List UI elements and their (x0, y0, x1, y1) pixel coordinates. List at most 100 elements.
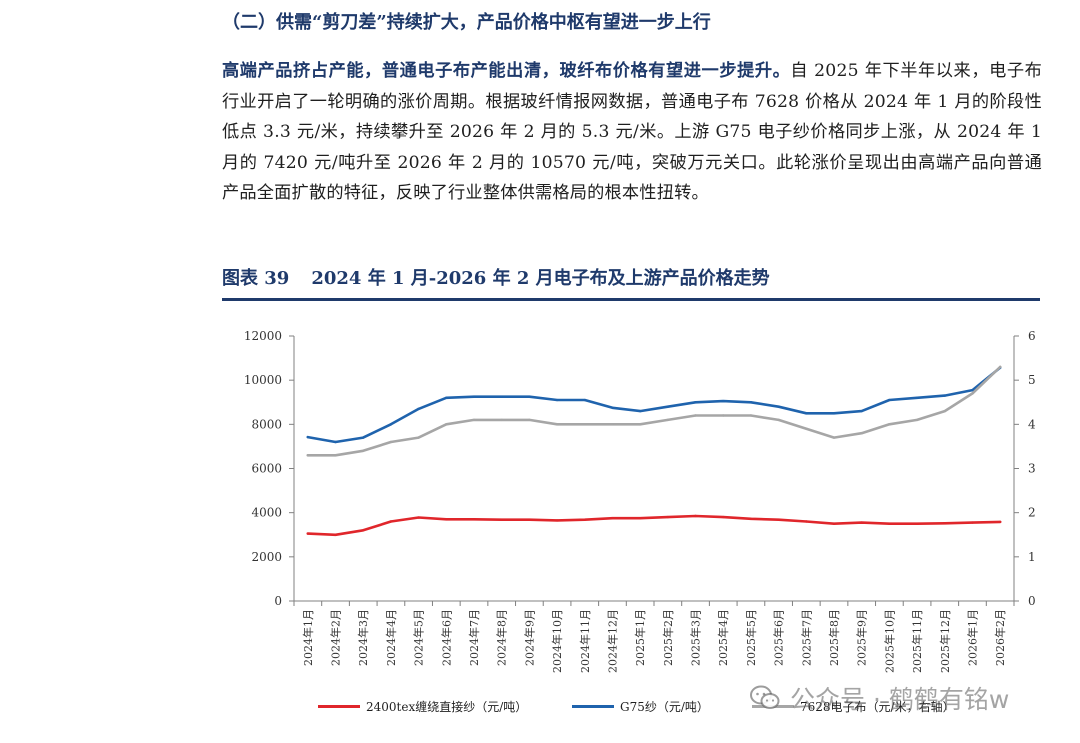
series-point-2 (389, 440, 393, 444)
x-tick-label: 2024年5月 (412, 609, 426, 666)
series-point-1 (555, 398, 559, 402)
series-point-0 (583, 518, 586, 521)
paragraph-lead: 高端产品挤占产能，普通电子布产能出清，玻纤布价格有望进一步提升。 (222, 61, 791, 81)
series-point-1 (943, 394, 946, 397)
x-tick-label: 2025年5月 (744, 609, 758, 666)
series-point-2 (722, 414, 725, 417)
series-point-0 (362, 529, 365, 532)
series-point-2 (334, 454, 337, 457)
x-tick-label: 2025年12月 (938, 609, 952, 673)
legend-label-2400tex: 2400tex缠绕直接纱（元/吨） (366, 699, 528, 714)
series-point-2 (888, 423, 891, 426)
series-point-2 (528, 418, 531, 422)
series-point-2 (749, 414, 753, 417)
legend-swatch-blue (572, 704, 614, 708)
section-heading: （二）供需“剪刀差”持续扩大，产品价格中枢有望进一步上行 (222, 12, 711, 33)
left-tick-label: 8000 (251, 417, 282, 431)
series-line-1 (306, 366, 1002, 444)
legend-item-g75: G75纱（元/吨） (572, 694, 709, 718)
series-point-0 (915, 522, 919, 525)
x-tick-label: 2025年7月 (799, 609, 813, 666)
caption-rule (222, 298, 1040, 301)
x-tick-label: 2024年3月 (356, 609, 370, 666)
series-point-2 (998, 365, 1002, 369)
series-point-2 (472, 418, 476, 422)
series-point-2 (943, 409, 946, 413)
paragraph-body: 自 2025 年下半年以来，电子布行业开启了一轮明确的涨价周期。根据玻纤情报网数… (222, 61, 1042, 204)
series-point-0 (805, 520, 808, 523)
series-point-0 (943, 522, 946, 525)
series-point-1 (777, 405, 780, 408)
series-point-1 (528, 395, 531, 398)
x-tick-label: 2024年1月 (301, 609, 315, 666)
x-tick-label: 2025年1月 (633, 609, 647, 666)
series-point-0 (417, 516, 420, 519)
series-point-0 (500, 518, 503, 521)
series-point-2 (971, 392, 974, 395)
series-point-2 (694, 414, 697, 417)
watermark: 公众号 · 鹤鹤有铭w (750, 680, 1009, 716)
x-tick-label: 2024年12月 (605, 609, 619, 673)
x-tick-label: 2024年9月 (522, 609, 536, 666)
legend-label-7628: 7628电子布（元/米，右轴） (800, 699, 955, 714)
series-line-0 (306, 514, 1002, 537)
x-tick-label: 2024年8月 (495, 609, 509, 666)
series-point-1 (971, 388, 974, 392)
series-point-1 (334, 440, 337, 444)
series-point-1 (749, 401, 753, 404)
series-point-0 (832, 522, 836, 525)
series-point-1 (500, 395, 503, 398)
series-point-2 (500, 418, 503, 422)
left-tick-label: 10000 (244, 373, 282, 387)
series-point-1 (638, 409, 642, 413)
series-point-0 (666, 515, 670, 519)
series-point-2 (832, 436, 836, 439)
x-tick-label: 2024年4月 (384, 609, 398, 666)
legend-label-g75: G75纱（元/吨） (620, 699, 709, 714)
left-tick-label: 4000 (251, 506, 282, 520)
series-point-2 (777, 418, 780, 422)
x-tick-label: 2025年3月 (689, 609, 703, 666)
series-point-2 (915, 418, 919, 422)
left-tick-label: 12000 (244, 329, 282, 343)
legend-swatch-red (318, 704, 360, 708)
series-point-1 (417, 407, 420, 411)
x-tick-label: 2025年9月 (855, 609, 869, 666)
series-point-1 (694, 401, 697, 404)
x-tick-label: 2025年6月 (772, 609, 786, 666)
series-point-0 (638, 516, 642, 520)
x-tick-label: 2026年2月 (993, 609, 1007, 666)
series-point-0 (860, 521, 863, 524)
series-point-0 (888, 522, 891, 525)
x-tick-label: 2024年10月 (550, 609, 564, 673)
series-point-1 (722, 399, 725, 403)
series-point-2 (417, 436, 420, 439)
x-tick-label: 2026年1月 (965, 609, 979, 666)
series-point-1 (888, 398, 891, 402)
price-trend-chart: 0 2000 4000 6000 8000 10000 12000 0 1 2 3 4 5 6 2024年1… (244, 329, 1036, 673)
figure-title: 2024 年 1 月-2026 年 2 月电子布及上游产品价格走势 (311, 268, 770, 289)
series-line-2 (306, 365, 1002, 457)
x-tick-label: 2024年6月 (439, 609, 453, 666)
right-tick-label: 2 (1028, 506, 1036, 520)
series-point-2 (860, 431, 863, 435)
series-point-2 (638, 423, 642, 426)
x-tick-label: 2025年4月 (716, 609, 730, 666)
x-tick-label: 2024年7月 (467, 609, 481, 666)
right-tick-label: 3 (1028, 462, 1036, 476)
x-tick-label: 2024年11月 (578, 609, 592, 673)
right-tick-label: 5 (1028, 373, 1036, 387)
figure-caption: 图表 39 2024 年 1 月-2026 年 2 月电子布及上游产品价格走势 (222, 264, 770, 290)
series-point-0 (334, 533, 337, 536)
right-tick-label: 0 (1028, 594, 1036, 608)
right-tick-label: 4 (1028, 417, 1036, 431)
series-point-1 (306, 435, 310, 439)
series-point-0 (971, 521, 974, 524)
series-point-1 (445, 396, 448, 400)
series-point-2 (362, 449, 365, 453)
series-point-0 (306, 532, 310, 535)
series-point-2 (666, 418, 670, 422)
series-point-2 (445, 423, 448, 426)
series-point-2 (805, 427, 808, 430)
series-point-2 (555, 423, 559, 426)
